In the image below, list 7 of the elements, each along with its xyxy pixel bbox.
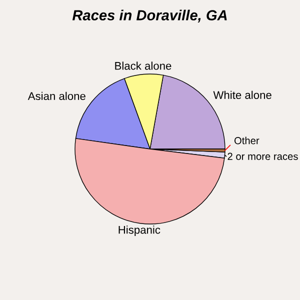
slice-label: Asian alone bbox=[28, 92, 86, 100]
slice-label: Black alone bbox=[115, 62, 172, 70]
slice-label: Other bbox=[234, 136, 260, 144]
slice-label: 2 or more races bbox=[228, 152, 298, 160]
chart-title: Races in Doraville, GA bbox=[72, 10, 227, 23]
slice-label: Hispanic bbox=[118, 226, 160, 236]
slice-label: White alone bbox=[213, 90, 272, 99]
